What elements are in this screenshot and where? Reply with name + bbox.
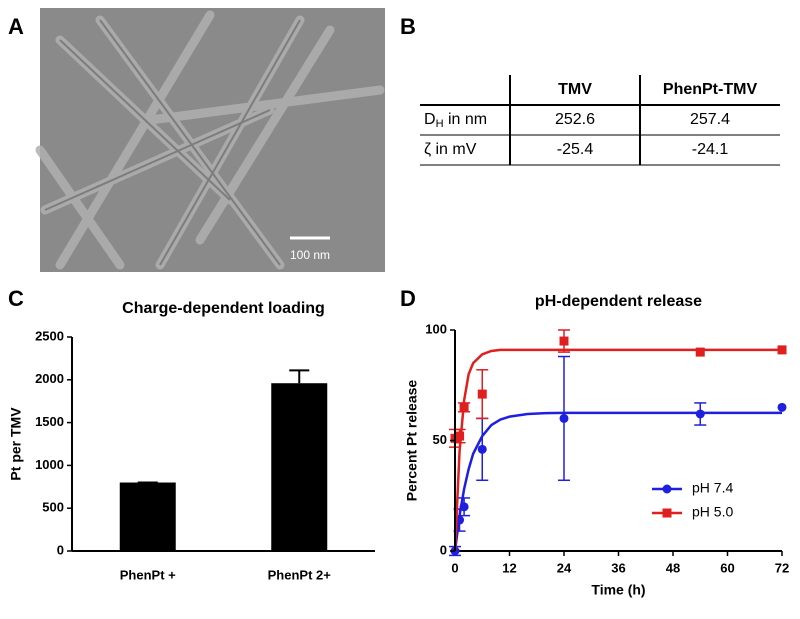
y-tick-label: 100 (425, 321, 447, 336)
scale-bar-label: 100 nm (290, 248, 330, 262)
panel-label: B (400, 14, 416, 39)
legend-marker (662, 508, 672, 518)
panel-label: D (400, 286, 416, 311)
fit-curve (453, 348, 782, 552)
x-tick-label: 0 (451, 560, 458, 575)
x-tick-label: 24 (557, 560, 572, 575)
x-tick-label: 48 (666, 560, 680, 575)
table-header: PhenPt-TMV (663, 81, 758, 98)
data-point (777, 345, 787, 355)
table-cell: 252.6 (555, 111, 595, 128)
data-point (695, 409, 705, 419)
data-point (477, 444, 487, 454)
row-label-part: in nm (444, 111, 488, 128)
chart-title: pH-dependent release (535, 293, 702, 310)
bar (271, 383, 328, 551)
table-cell: -25.4 (557, 141, 594, 158)
legend-marker (662, 484, 672, 494)
x-tick-label: PhenPt + (120, 567, 176, 582)
legend-label: pH 5.0 (692, 504, 733, 520)
table-header: TMV (558, 81, 592, 98)
x-tick-label: PhenPt 2+ (268, 567, 332, 582)
row-label: DH in nm (424, 111, 487, 130)
y-axis-label: Percent Pt release (404, 380, 420, 502)
data-point (477, 389, 487, 399)
data-point (559, 413, 569, 423)
legend-label: pH 7.4 (692, 480, 733, 496)
data-point (455, 431, 465, 441)
panel-label: C (8, 286, 24, 311)
row-label: ζ in mV (424, 141, 477, 158)
y-tick-label: 500 (42, 500, 64, 515)
bar (119, 482, 176, 551)
table-cell: 257.4 (690, 111, 730, 128)
row-label-part: ζ in mV (424, 141, 477, 158)
table (420, 75, 780, 166)
data-point (559, 336, 569, 346)
data-point (459, 402, 469, 412)
data-point (695, 347, 705, 357)
y-tick-label: 2500 (35, 328, 64, 343)
y-axis-label: Pt per TMV (8, 407, 24, 481)
y-tick-label: 2000 (35, 371, 64, 386)
y-tick-label: 50 (433, 432, 447, 447)
x-tick-label: 60 (720, 560, 734, 575)
row-label-part: D (424, 111, 436, 128)
y-tick-label: 0 (440, 542, 447, 557)
chart-title: Charge-dependent loading (122, 300, 325, 317)
y-tick-label: 1500 (35, 414, 64, 429)
data-point (459, 502, 469, 512)
x-tick-label: 12 (502, 560, 516, 575)
x-tick-label: 36 (611, 560, 625, 575)
x-axis-label: Time (h) (591, 582, 645, 598)
fit-curve (453, 411, 782, 552)
x-tick-label: 72 (775, 560, 789, 575)
data-point (777, 402, 787, 412)
panel-label: A (8, 14, 24, 39)
y-tick-label: 1000 (35, 457, 64, 472)
tem-image: 100 nm (35, 8, 385, 272)
table-cell: -24.1 (692, 141, 729, 158)
y-tick-label: 0 (57, 542, 64, 557)
row-label-part: H (436, 118, 444, 130)
